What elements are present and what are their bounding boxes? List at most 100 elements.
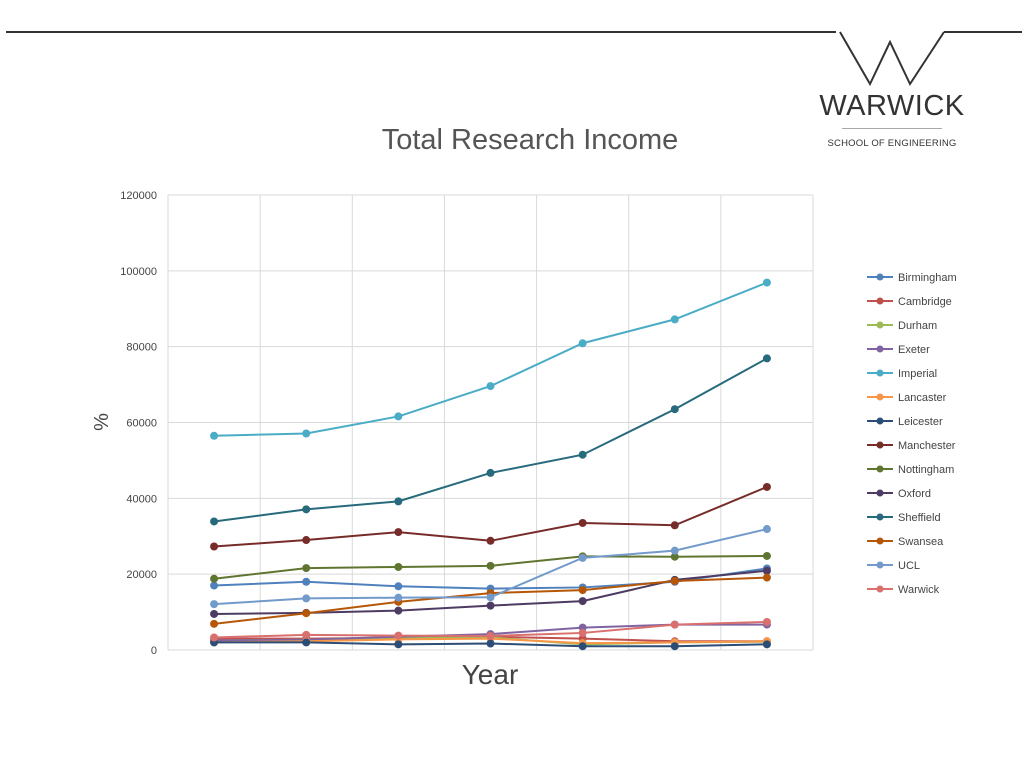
legend-item-exeter: Exeter [867, 344, 930, 356]
data-point [578, 642, 587, 651]
data-point [394, 640, 403, 649]
data-point [486, 639, 495, 648]
warwick-w-mark-icon [839, 31, 945, 87]
legend-item-durham: Durham [867, 320, 937, 332]
legend-item-cambridge: Cambridge [867, 296, 952, 308]
legend-swatch-marker [876, 369, 884, 377]
y-axis-title: % [91, 413, 113, 431]
data-point [762, 573, 771, 582]
data-point [302, 594, 311, 603]
data-point [670, 552, 679, 561]
legend-swatch-marker [876, 321, 884, 329]
logo-subtitle: SCHOOL OF ENGINEERING [827, 138, 957, 149]
data-point [210, 619, 219, 628]
legend-swatch-marker [876, 465, 884, 473]
data-point [302, 564, 311, 573]
legend-swatch-marker [876, 393, 884, 401]
y-tick-label: 0 [151, 645, 157, 657]
legend-label: Manchester [898, 440, 956, 452]
data-point [762, 640, 771, 649]
legend-item-swansea: Swansea [867, 536, 944, 548]
x-axis-title: Year [462, 659, 519, 690]
y-tick-label: 80000 [126, 342, 157, 354]
data-point [486, 382, 495, 391]
legend-item-leicester: Leicester [867, 416, 943, 428]
data-point [486, 593, 495, 602]
legend-swatch-marker [876, 345, 884, 353]
warwick-logo: WARWICK SCHOOL OF ENGINEERING [812, 30, 972, 155]
legend-swatch-marker [876, 537, 884, 545]
series-manchester [210, 482, 771, 551]
legend-label: UCL [898, 560, 920, 572]
data-point [762, 278, 771, 287]
legend-label: Warwick [898, 584, 940, 596]
data-point [486, 601, 495, 610]
legend-item-sheffield: Sheffield [867, 512, 941, 524]
data-point [670, 642, 679, 651]
data-point [210, 609, 219, 618]
legend-label: Exeter [898, 344, 930, 356]
y-tick-label: 60000 [126, 418, 157, 430]
legend-swatch-marker [876, 441, 884, 449]
header-rule-right [944, 31, 1022, 33]
data-point [210, 633, 219, 642]
data-point [394, 631, 403, 640]
data-point [762, 566, 771, 575]
data-point [762, 617, 771, 626]
legend-label: Oxford [898, 488, 931, 500]
data-point [210, 517, 219, 526]
data-point [670, 405, 679, 414]
legend-swatch-marker [876, 513, 884, 521]
data-point [762, 354, 771, 363]
data-point [578, 450, 587, 459]
legend-label: Imperial [898, 368, 937, 380]
legend-label: Cambridge [898, 296, 952, 308]
data-point [578, 553, 587, 562]
y-axis-ticks: 0 20000 40000 60000 80000 100000 120000 [120, 190, 157, 657]
data-point [394, 593, 403, 602]
data-point [302, 630, 311, 639]
data-point [486, 631, 495, 640]
legend-label: Birmingham [898, 272, 957, 284]
data-point [302, 638, 311, 647]
data-point [670, 546, 679, 555]
data-point [210, 574, 219, 583]
data-point [670, 576, 679, 585]
legend-swatch-marker [876, 561, 884, 569]
data-point [762, 482, 771, 491]
chart-gridlines [167, 194, 814, 651]
data-point [578, 518, 587, 527]
series-leicester [210, 638, 771, 651]
data-point [762, 551, 771, 560]
series-ucl [210, 525, 771, 609]
data-point [210, 431, 219, 440]
data-point [486, 561, 495, 570]
data-point [762, 525, 771, 534]
legend-item-warwick: Warwick [867, 584, 940, 596]
y-tick-label: 20000 [126, 569, 157, 581]
data-point [394, 497, 403, 506]
y-tick-label: 40000 [126, 493, 157, 505]
data-point [394, 562, 403, 571]
legend-item-imperial: Imperial [867, 368, 937, 380]
legend-label: Leicester [898, 416, 943, 428]
legend-swatch-marker [876, 297, 884, 305]
data-point [578, 339, 587, 348]
legend-item-manchester: Manchester [867, 440, 956, 452]
series-sheffield [210, 354, 771, 526]
data-point [302, 536, 311, 545]
data-point [578, 628, 587, 637]
header-rule-left [6, 31, 836, 33]
data-point [670, 521, 679, 530]
legend-item-ucl: UCL [867, 560, 920, 572]
data-point [394, 606, 403, 615]
legend-item-nottingham: Nottingham [867, 464, 954, 476]
legend-swatch-marker [876, 417, 884, 425]
chart-series [210, 278, 771, 651]
legend-swatch-marker [876, 273, 884, 281]
data-point [486, 468, 495, 477]
legend-item-birmingham: Birmingham [867, 272, 957, 284]
data-point [670, 315, 679, 324]
logo-separator [842, 128, 942, 129]
